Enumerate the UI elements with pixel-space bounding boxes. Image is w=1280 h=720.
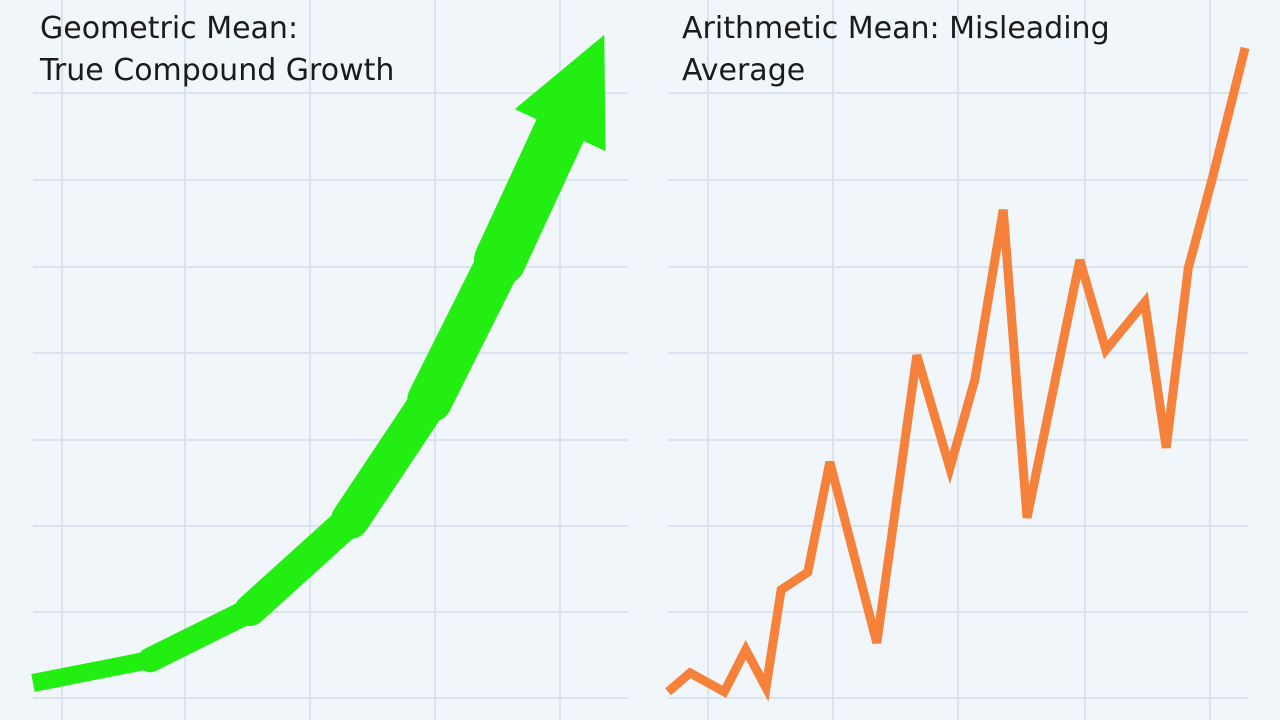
- arrow-segment: [234, 503, 366, 627]
- line: [665, 46, 1250, 702]
- arrow-segment: [330, 380, 450, 539]
- arrow-segment: [474, 104, 587, 287]
- chart-title: Average: [682, 53, 805, 88]
- chart-title: True Compound Growth: [39, 53, 394, 88]
- arrow-head: [514, 34, 606, 152]
- arrow-segment: [137, 597, 263, 673]
- grid: [33, 0, 1248, 720]
- chart-title: Arithmetic Mean: Misleading: [682, 11, 1110, 46]
- arrow-segment: [31, 651, 152, 692]
- chart-title: Geometric Mean:: [40, 11, 298, 46]
- arrow-segment: [407, 237, 523, 423]
